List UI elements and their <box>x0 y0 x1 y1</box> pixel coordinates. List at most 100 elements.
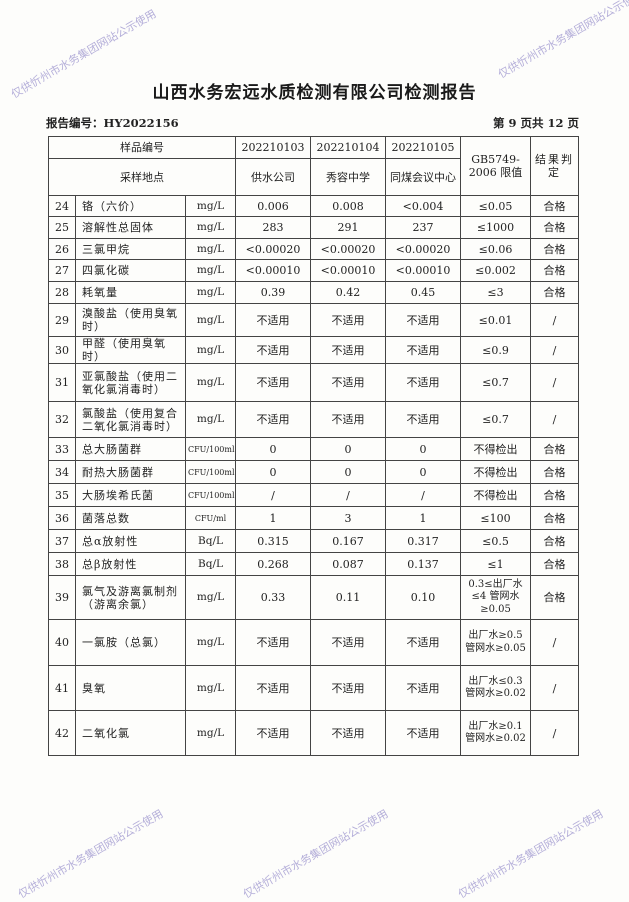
value: 不适用 <box>385 363 462 402</box>
report-title: 山西水务宏远水质检测有限公司检测报告 <box>152 83 477 103</box>
table-row: 41 臭氧 mg/L 不适用 不适用 不适用 出厂水≤0.3 管网水≥0.02/ <box>48 665 580 711</box>
value: 0.006 <box>235 195 312 217</box>
limit: 不得检出 <box>460 437 532 461</box>
value: 0.39 <box>235 281 312 304</box>
row-number: 31 <box>48 363 76 402</box>
result: 合格 <box>530 238 580 260</box>
table-row: 24 铬（六价） mg/L 0.006 0.008 <0.004 ≤0.05 合格 <box>48 195 580 217</box>
site: 同煤会议中心 <box>385 158 462 196</box>
item-name: 总大肠菌群 <box>75 437 186 461</box>
value: 0.42 <box>310 281 387 304</box>
result: / <box>530 336 580 364</box>
value: 291 <box>310 216 387 239</box>
item-name: 四氯化碳 <box>75 259 186 282</box>
table-row: 30 甲醛（使用臭氧时） mg/L 不适用 不适用 不适用 ≤0.9/ <box>48 336 580 364</box>
row-number: 28 <box>48 281 76 304</box>
limit: ≤0.002 <box>460 259 532 282</box>
table-row: 37 总α放射性 Bq/L 0.315 0.167 0.317 ≤0.5 合格 <box>48 529 580 553</box>
value: <0.00010 <box>235 259 312 282</box>
limit: 出厂水≥0.5 管网水≥0.05 <box>460 619 532 666</box>
result: 合格 <box>530 281 580 304</box>
value: 0.087 <box>310 552 387 576</box>
unit: mg/L <box>184 575 237 620</box>
item-name: 大肠埃希氏菌 <box>75 483 186 507</box>
sample-no: 202210104 <box>310 136 387 159</box>
unit: mg/L <box>184 303 237 337</box>
value: 0.33 <box>235 575 312 620</box>
row-number: 34 <box>48 460 76 484</box>
value: <0.00010 <box>385 259 462 282</box>
value: 0 <box>385 460 462 484</box>
value: 不适用 <box>310 303 387 337</box>
result: / <box>530 619 580 666</box>
value: 3 <box>310 506 387 530</box>
unit: CFU/100ml <box>184 483 237 507</box>
item-name: 耗氧量 <box>75 281 186 304</box>
watermark: 仅供忻州市水务集团网站公示使用 <box>16 807 166 901</box>
row-number: 24 <box>48 195 76 217</box>
item-name: 菌落总数 <box>75 506 186 530</box>
results-table: 样品编号 202210103 202210104 202210105 GB574… <box>47 136 580 756</box>
result: 合格 <box>530 259 580 282</box>
item-name: 二氧化氯 <box>75 710 186 756</box>
header-row-site: 采样地点 供水公司 秀容中学 同煤会议中心 <box>47 158 579 196</box>
item-name: 臭氧 <box>75 665 186 711</box>
table-row: 25 溶解性总固体 mg/L 283 291 237 ≤1000 合格 <box>48 216 580 239</box>
value: 不适用 <box>385 303 462 337</box>
item-name: 总β放射性 <box>75 552 186 576</box>
row-number: 35 <box>48 483 76 507</box>
result: 合格 <box>530 195 580 217</box>
table-row: 32 氯酸盐（使用复合二氧化氯消毒时） mg/L 不适用 不适用 不适用 ≤0.7/ <box>48 401 580 438</box>
value: 不适用 <box>310 363 387 402</box>
value: 不适用 <box>235 401 312 438</box>
watermark: 仅供忻州市水务集团网站公示使用 <box>241 807 391 901</box>
value: 不适用 <box>310 665 387 711</box>
row-number: 37 <box>48 529 76 553</box>
report-number: 报告编号：HY2022156 <box>46 116 179 130</box>
header-row-sample: 样品编号 202210103 202210104 202210105 GB574… <box>47 136 580 196</box>
table-row: 34 耐热大肠菌群 CFU/100ml 0 0 0 不得检出 合格 <box>48 460 580 484</box>
unit: mg/L <box>184 363 237 402</box>
value: <0.00020 <box>385 238 462 260</box>
value: 0.11 <box>310 575 387 620</box>
table-row: 27 四氯化碳 mg/L <0.00010 <0.00010 <0.00010 ≤0.002… <box>48 259 580 282</box>
value: 不适用 <box>385 665 462 711</box>
limit: ≤0.9 <box>460 336 532 364</box>
table-row: 31 亚氯酸盐（使用二氧化氯消毒时） mg/L 不适用 不适用 不适用 ≤0.7/ <box>48 363 580 402</box>
row-number: 40 <box>48 619 76 666</box>
unit: mg/L <box>184 710 237 756</box>
limit: ≤100 <box>460 506 532 530</box>
limit: ≤0.05 <box>460 195 532 217</box>
row-number: 27 <box>48 259 76 282</box>
unit: mg/L <box>184 401 237 438</box>
value: 不适用 <box>235 363 312 402</box>
unit: CFU/ml <box>184 506 237 530</box>
row-number: 30 <box>48 336 76 364</box>
unit: Bq/L <box>184 529 237 553</box>
item-name: 氯酸盐（使用复合二氧化氯消毒时） <box>75 401 186 438</box>
limit: ≤1000 <box>460 216 532 239</box>
result: 合格 <box>530 216 580 239</box>
unit: CFU/100ml <box>184 460 237 484</box>
value: 0 <box>385 437 462 461</box>
limit: 不得检出 <box>460 460 532 484</box>
value: 0.45 <box>385 281 462 304</box>
watermark: 仅供忻州市水务集团网站公示使用 <box>496 0 629 81</box>
table-row: 38 总β放射性 Bq/L 0.268 0.087 0.137 ≤1 合格 <box>48 552 580 576</box>
limit: ≤0.5 <box>460 529 532 553</box>
value: 不适用 <box>310 710 387 756</box>
limit: 不得检出 <box>460 483 532 507</box>
value: <0.00010 <box>310 259 387 282</box>
value: 0 <box>310 437 387 461</box>
row-number: 36 <box>48 506 76 530</box>
table-row: 35 大肠埃希氏菌 CFU/100ml / / / 不得检出 合格 <box>48 483 580 507</box>
value: 0.137 <box>385 552 462 576</box>
table-row: 26 三氯甲烷 mg/L <0.00020 <0.00020 <0.00020 ≤0.06 合… <box>48 238 580 260</box>
result: 合格 <box>530 460 580 484</box>
unit: CFU/100ml <box>184 437 237 461</box>
value: 0.317 <box>385 529 462 553</box>
result: 合格 <box>530 483 580 507</box>
value: 不适用 <box>235 619 312 666</box>
limit: ≤3 <box>460 281 532 304</box>
result: / <box>530 710 580 756</box>
